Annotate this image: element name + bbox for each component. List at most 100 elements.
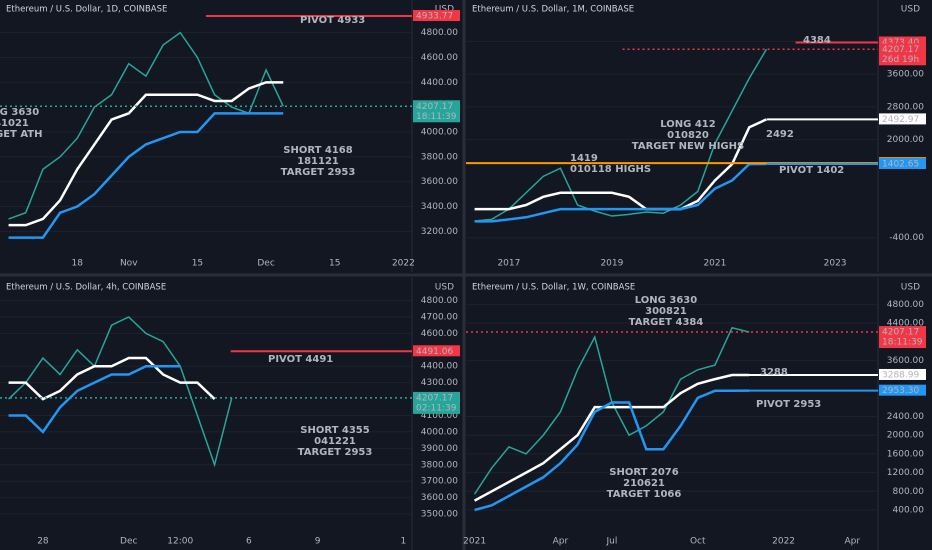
- x-tick-label: 12:00: [167, 537, 193, 547]
- y-tick-label: 2000.00: [887, 431, 924, 441]
- x-tick-label: Dec: [257, 259, 274, 269]
- annotation-text: TARGET ATH: [0, 129, 42, 140]
- y-tick-label: 1200.00: [887, 468, 924, 478]
- x-tick-label: 28: [37, 537, 49, 547]
- y-tick-label: 1600.00: [887, 449, 924, 459]
- annotation-text: LONG 3630: [0, 107, 39, 118]
- price-label-bg: [879, 368, 926, 380]
- x-tick-label: 6: [246, 537, 252, 547]
- price-label: 1402.65: [882, 159, 919, 169]
- price-label-bg: [879, 326, 926, 349]
- price-countdown: 18:11:39: [882, 338, 923, 348]
- price-label-bg: [413, 345, 460, 357]
- x-tick-label: 2022: [772, 537, 795, 547]
- series-line: [8, 31, 284, 220]
- price-label-bg: [879, 113, 926, 125]
- y-tick-label: 3600.00: [421, 493, 458, 503]
- y-tick-label: 3200.00: [421, 227, 458, 237]
- currency-label: USD: [901, 283, 920, 293]
- x-tick-label: 2022: [392, 259, 415, 269]
- x-tick-label: 18: [72, 259, 84, 269]
- y-tick-label: 800.00: [893, 487, 925, 497]
- currency-label: USD: [435, 5, 454, 15]
- y-tick-label: 4800.00: [887, 300, 924, 310]
- price-countdown: 26d 19h: [882, 55, 919, 65]
- chart-title: Ethereum / U.S. Dollar, 1W, COINBASE: [472, 283, 635, 293]
- annotation-text: SHORT 2076: [609, 467, 679, 478]
- y-tick-label: 4100.00: [421, 411, 458, 421]
- y-tick-label: 2000.00: [887, 135, 924, 145]
- y-tick-label: 2800.00: [887, 102, 924, 112]
- x-tick-label: Apr: [844, 537, 860, 547]
- price-countdown: 18:11:39: [416, 112, 457, 122]
- price-label: 4207.17: [416, 393, 453, 403]
- annotation-text: 141021: [0, 118, 29, 129]
- y-tick-label: 4400.00: [421, 78, 458, 88]
- price-countdown: 02:11:39: [416, 403, 457, 413]
- series-line: [8, 356, 216, 401]
- price-label: 2492.97: [882, 115, 919, 125]
- x-tick-label: 2021: [703, 259, 726, 269]
- y-tick-label: 4800.00: [421, 28, 458, 38]
- series-line: [474, 389, 750, 512]
- series-line: [8, 364, 181, 434]
- annotation-text: 181121: [297, 156, 339, 167]
- y-tick-label: 4600.00: [421, 329, 458, 339]
- annotation-text: 010820: [667, 130, 709, 141]
- y-tick-label: 3600.00: [887, 70, 924, 80]
- y-tick-label: 3900.00: [421, 444, 458, 454]
- x-tick-label: Dec: [120, 537, 137, 547]
- x-tick-label: Jul: [605, 537, 617, 547]
- annotation-text: LONG 412: [660, 119, 715, 130]
- y-tick-label: 4700.00: [421, 312, 458, 322]
- annotation-text: TARGET 2953: [281, 167, 356, 178]
- annotation-text: 3288: [760, 367, 788, 378]
- y-tick-label: 4000.00: [421, 128, 458, 138]
- price-label-bg: [413, 100, 460, 123]
- y-tick-label: 3600.00: [887, 356, 924, 366]
- y-tick-label: 4600.00: [421, 53, 458, 63]
- series-line: [474, 162, 767, 223]
- annotation-text: PIVOT 1402: [779, 165, 844, 176]
- y-tick-label: 3500.00: [421, 510, 458, 520]
- price-label: 4207.17: [416, 102, 453, 112]
- chart-title: Ethereum / U.S. Dollar, 1D, COINBASE: [6, 5, 167, 15]
- price-label-bg: [879, 36, 926, 48]
- x-tick-label: 1: [401, 537, 407, 547]
- annotation-text: TARGET 4384: [629, 317, 704, 328]
- price-label-bg: [879, 384, 926, 396]
- chart-panel: 3500.00 3600.00 3700.00 3800.00 3900.00 4000.…: [0, 278, 460, 550]
- annotation-text: 041221: [314, 436, 356, 447]
- annotation-text: TARGET NEW HIGHS: [632, 141, 744, 152]
- chart-panel: 400.00 800.00 1200.00 1600.00 2000.00 2400.00…: [463, 278, 926, 550]
- annotation-text: 4384: [803, 35, 831, 46]
- annotation-text: SHORT 4168: [283, 145, 353, 156]
- x-tick-label: 2021: [463, 537, 486, 547]
- chart-title: Ethereum / U.S. Dollar, 1M, COINBASE: [472, 5, 634, 15]
- y-tick-label: 4000.00: [421, 427, 458, 437]
- price-label-bg: [413, 391, 460, 414]
- series-line: [8, 112, 284, 239]
- annotation-text: 1419: [570, 153, 598, 164]
- price-label: 4933.77: [416, 12, 453, 22]
- x-tick-label: 2023: [824, 259, 847, 269]
- currency-label: USD: [901, 5, 920, 15]
- chart-panel: -400.002000.002800.003600.004400.0020172…: [466, 0, 926, 272]
- x-tick-label: 2019: [600, 259, 623, 269]
- series-line: [474, 118, 767, 211]
- y-tick-label: -400.00: [889, 233, 924, 243]
- price-label-bg: [879, 43, 926, 66]
- y-tick-label: 400.00: [893, 506, 925, 516]
- price-label: 2953.30: [882, 386, 919, 396]
- annotation-text: PIVOT 4933: [300, 15, 365, 26]
- chart-title: Ethereum / U.S. Dollar, 4h, COINBASE: [6, 283, 166, 293]
- price-label-bg: [413, 10, 460, 22]
- x-tick-label: 2017: [497, 259, 520, 269]
- annotation-text: TARGET 2953: [298, 447, 373, 458]
- price-label: 3288.99: [882, 370, 919, 380]
- annotation-text: TARGET 1066: [607, 489, 682, 500]
- x-tick-label: 15: [329, 259, 340, 269]
- price-label-bg: [879, 157, 926, 169]
- annotation-text: PIVOT 4491: [268, 354, 333, 365]
- y-tick-label: 4400.00: [421, 362, 458, 372]
